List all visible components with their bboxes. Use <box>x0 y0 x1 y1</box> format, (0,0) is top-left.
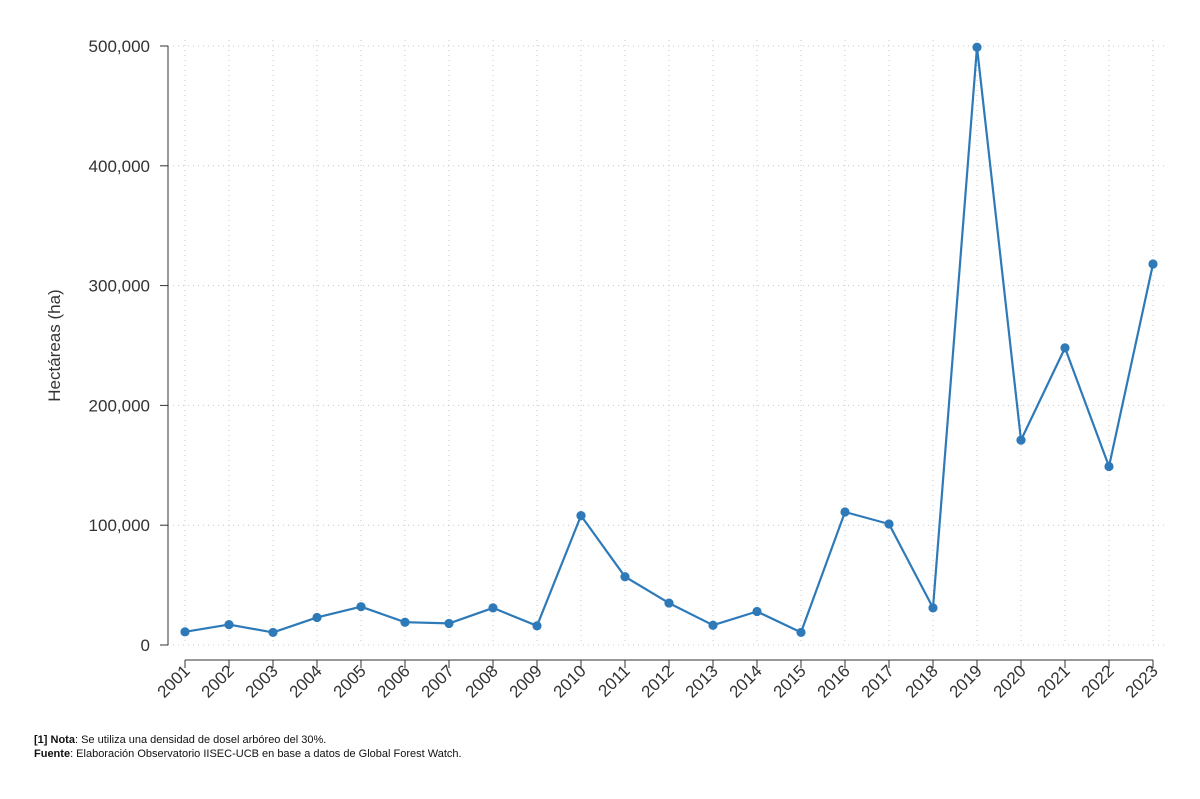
data-point <box>796 627 806 638</box>
x-tick-label: 2020 <box>990 661 1030 701</box>
data-point <box>1016 435 1026 445</box>
source-label: Fuente <box>34 748 71 760</box>
x-tick-label: 2009 <box>506 661 546 701</box>
data-point <box>840 507 850 517</box>
x-tick-label: 2010 <box>550 661 590 701</box>
data-point <box>1104 461 1114 472</box>
x-tick-label: 2016 <box>814 661 854 701</box>
data-point <box>972 42 982 52</box>
data-point <box>884 519 894 529</box>
x-tick-label: 2022 <box>1078 661 1118 701</box>
source-text: : Elaboración Observatorio IISEC-UCB en … <box>70 748 462 760</box>
x-tick-label: 2006 <box>374 661 414 701</box>
x-tick-label: 2011 <box>595 661 634 700</box>
data-point <box>444 618 454 629</box>
note-label: [1] Nota <box>34 734 75 746</box>
series-line <box>184 46 1155 634</box>
data-point <box>532 621 542 631</box>
note-text: : Se utiliza una densidad de dosel arbór… <box>74 734 327 746</box>
data-point <box>620 572 630 582</box>
x-tick-label: 2003 <box>242 661 282 701</box>
x-tick-label: 2014 <box>726 661 766 701</box>
data-point <box>664 598 674 608</box>
series-layer <box>180 42 1158 638</box>
y-tick-label: 100,000 <box>89 516 150 535</box>
x-tick-label: 2007 <box>418 661 458 701</box>
data-point <box>1148 259 1158 269</box>
grid <box>168 40 1168 646</box>
data-point <box>708 620 718 630</box>
y-axis-label: Hectáreas (ha) <box>45 289 64 401</box>
y-tick-label: 0 <box>141 636 150 655</box>
x-tick-label: 2005 <box>330 661 370 701</box>
data-point <box>312 612 322 623</box>
data-point <box>752 606 762 617</box>
data-point <box>576 511 586 521</box>
x-tick-label: 2015 <box>770 661 810 701</box>
data-point <box>928 603 938 613</box>
y-tick-label: 500,000 <box>89 37 150 56</box>
x-tick-label: 2001 <box>154 661 194 701</box>
x-tick-label: 2021 <box>1034 661 1074 701</box>
axes: 0 100,000 200,000 300,000 400,000 500,000 2001… <box>89 37 1162 702</box>
data-point <box>224 620 234 630</box>
y-tick-label: 200,000 <box>89 396 150 415</box>
data-point <box>268 627 278 638</box>
x-tick-label: 2004 <box>286 661 326 701</box>
x-tick-label: 2017 <box>858 661 898 701</box>
y-tick-label: 400,000 <box>89 157 150 176</box>
y-tick-label: 300,000 <box>89 277 150 296</box>
x-tick-label: 2023 <box>1122 661 1162 701</box>
x-tick-label: 2019 <box>946 661 986 701</box>
data-point <box>180 627 190 637</box>
x-tick-label: 2013 <box>682 661 722 701</box>
data-point <box>488 603 498 613</box>
data-point <box>356 602 366 612</box>
note-footnote: [1] Nota: Se utiliza una densidad de dos… <box>34 734 326 746</box>
x-tick-label: 2012 <box>638 661 678 701</box>
x-tick-label: 2008 <box>462 661 502 701</box>
x-tick-label: 2002 <box>198 661 238 701</box>
data-point <box>1060 343 1070 353</box>
x-tick-label: 2018 <box>902 661 942 701</box>
data-point <box>400 617 410 627</box>
source-footnote: Fuente: Elaboración Observatorio IISEC-U… <box>34 748 462 760</box>
